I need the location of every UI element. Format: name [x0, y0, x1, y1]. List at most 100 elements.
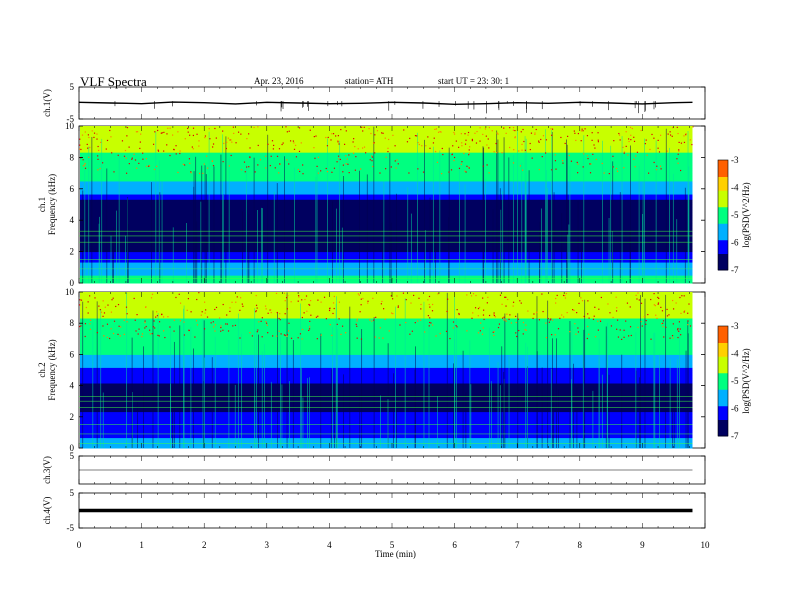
colorbar-tick-label: -5 — [731, 376, 739, 386]
spectrogram-speckle — [188, 329, 190, 332]
spectrogram-speckle — [503, 316, 505, 318]
spectrogram-speckle — [297, 300, 299, 302]
spectrogram-speckle — [338, 318, 340, 320]
colorbar-segment — [718, 392, 728, 396]
colorbar-tick-label: -7 — [731, 431, 739, 441]
spectrogram-speckle — [484, 128, 487, 130]
spectrogram-speckle — [672, 323, 674, 325]
spectrogram-speckle — [566, 311, 568, 314]
spectrogram-speckle — [465, 139, 467, 141]
x-tick-label: 5 — [390, 540, 395, 550]
spectrogram-speckle — [103, 335, 105, 337]
spectrogram-speckle — [265, 308, 267, 310]
spectrogram-speckle — [158, 321, 161, 323]
spectrogram-speckle — [211, 160, 214, 162]
spectrogram-speckle — [255, 310, 257, 312]
y-tick-label: 2 — [70, 247, 75, 257]
spectrogram-speckle — [327, 136, 329, 139]
spectrogram-speckle — [672, 126, 674, 129]
spectrogram-speckle — [308, 329, 310, 332]
spectrogram-speckle — [336, 161, 338, 163]
spectrogram-speckle — [452, 321, 455, 323]
spectrogram-speckle — [432, 324, 434, 326]
spectrogram-speckle — [178, 293, 180, 295]
spectrogram-speckle — [79, 299, 81, 301]
y-axis-label: ch.4(V) — [42, 497, 52, 525]
spectrogram-speckle — [139, 147, 141, 150]
spectrogram-speckle — [666, 315, 669, 317]
spectrogram-speckle — [148, 165, 151, 167]
colorbar-segment — [718, 209, 728, 213]
spectrogram-speckle — [577, 132, 579, 135]
spectrogram-speckle — [240, 297, 242, 299]
spectrogram-speckle — [522, 321, 525, 324]
spectrogram-speckle — [371, 160, 373, 162]
spectrogram-speckle — [167, 127, 169, 129]
spectrogram-speckle — [303, 312, 305, 314]
spectrogram-speckle — [668, 314, 670, 316]
spectrogram-speckle — [512, 129, 514, 131]
spectrogram-speckle — [87, 134, 89, 136]
spectrogram-speckle — [452, 145, 454, 147]
spectrogram-speckle — [488, 314, 491, 317]
spectrogram-speckle — [293, 142, 295, 144]
spectrogram-speckle — [152, 143, 155, 145]
colorbar-segment — [718, 427, 728, 431]
spectrogram-speckle — [271, 140, 274, 142]
spectrogram-speckle — [676, 158, 678, 160]
spectrogram-speckle — [183, 334, 186, 336]
spectrogram-speckle — [222, 303, 224, 306]
colorbar-segment — [718, 334, 728, 338]
spectrogram-speckle — [158, 335, 160, 337]
spectrogram-speckle — [374, 134, 376, 136]
spectrogram-speckle — [471, 138, 473, 141]
spectrogram-speckle — [456, 326, 458, 328]
colorbar-segment — [718, 400, 728, 404]
spectrogram-speckle — [134, 159, 137, 161]
spectrogram-speckle — [387, 147, 389, 149]
spectrogram-speckle — [256, 331, 258, 333]
spectrogram-speckle — [126, 135, 128, 137]
spectrogram-speckle — [153, 168, 156, 171]
spectrogram-band — [80, 338, 693, 342]
spectrogram-band — [80, 437, 693, 441]
spectrogram-speckle — [636, 151, 639, 153]
spectrogram-speckle — [196, 133, 198, 135]
colorbar-segment — [718, 193, 728, 197]
spectrogram-speckle — [667, 133, 669, 135]
spectrogram-speckle — [520, 302, 522, 304]
spectrogram-speckle — [179, 152, 181, 155]
spectrogram-speckle — [184, 164, 186, 166]
spectrogram-speckle — [677, 329, 679, 331]
spectrogram-speckle — [326, 145, 329, 147]
spectrogram-band — [80, 165, 693, 169]
spectrogram-speckle — [515, 315, 517, 318]
spectrogram-speckle — [284, 300, 286, 302]
spectrogram-speckle — [215, 306, 218, 309]
spectrogram-speckle — [352, 141, 354, 143]
spectrogram-band — [80, 214, 693, 219]
spectrogram-speckle — [460, 163, 462, 165]
spectrogram-speckle — [315, 135, 317, 137]
spectrogram-speckle — [497, 133, 499, 135]
spectrogram-speckle — [100, 141, 102, 143]
colorbar-segment — [718, 259, 728, 263]
colorbar-segment — [718, 416, 728, 420]
spectrogram-band — [80, 318, 693, 322]
spectrogram-speckle — [414, 135, 417, 137]
spectrogram-speckle — [382, 337, 384, 339]
spectrogram-speckle — [422, 171, 425, 173]
spectrogram-speckle — [390, 295, 392, 297]
spectrogram-speckle — [138, 162, 140, 165]
spectrogram-speckle — [625, 320, 627, 322]
spectrogram-speckle — [547, 317, 549, 320]
spectrogram-speckle — [229, 307, 231, 309]
colorbar-segment — [718, 405, 728, 409]
spectrogram-band — [80, 269, 693, 274]
spectrogram-speckle — [347, 163, 349, 165]
spectrogram-speckle — [687, 320, 689, 322]
spectrogram-band — [80, 372, 693, 376]
spectrogram-speckle — [687, 312, 689, 314]
spectrogram-band — [80, 398, 693, 402]
